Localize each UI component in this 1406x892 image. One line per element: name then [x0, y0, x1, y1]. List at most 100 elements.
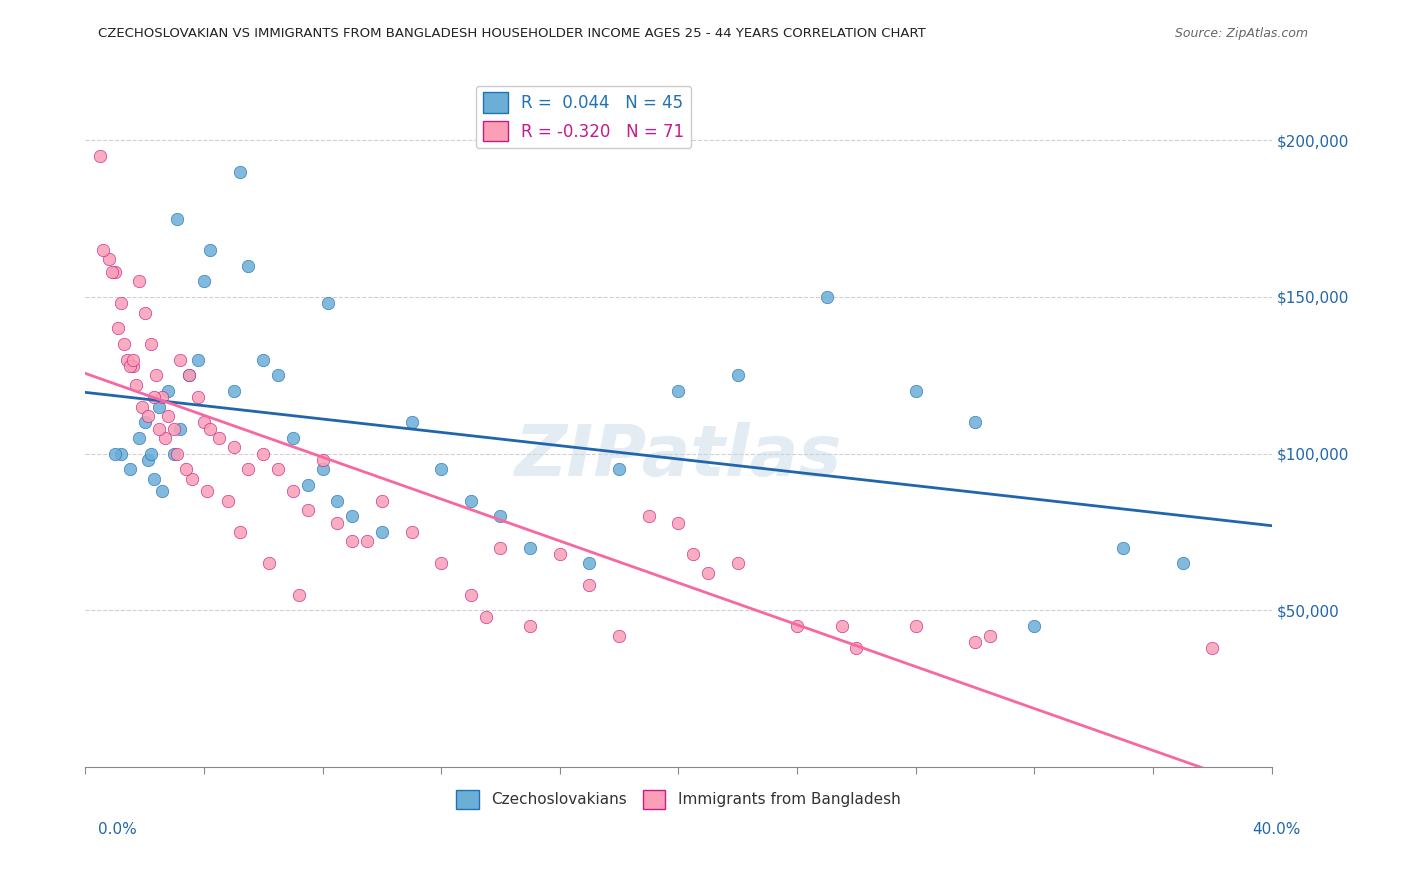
- Text: 0.0%: 0.0%: [98, 822, 138, 837]
- Czechoslovakians: [228, 164, 250, 178]
- Czechoslovakians: [157, 384, 180, 398]
- Czechoslovakians: [326, 493, 349, 508]
- Immigrants from Bangladesh: [474, 609, 496, 624]
- Immigrants from Bangladesh: [163, 422, 186, 436]
- Immigrants from Bangladesh: [904, 619, 927, 633]
- Immigrants from Bangladesh: [121, 359, 143, 373]
- Immigrants from Bangladesh: [148, 422, 170, 436]
- Immigrants from Bangladesh: [979, 629, 1001, 643]
- Immigrants from Bangladesh: [115, 352, 138, 367]
- Immigrants from Bangladesh: [208, 431, 231, 445]
- Czechoslovakians: [128, 431, 150, 445]
- Czechoslovakians: [904, 384, 927, 398]
- Text: ZIPatlas: ZIPatlas: [515, 422, 842, 491]
- Immigrants from Bangladesh: [125, 377, 148, 392]
- Czechoslovakians: [311, 462, 333, 476]
- Czechoslovakians: [134, 415, 156, 429]
- Immigrants from Bangladesh: [145, 368, 167, 383]
- Immigrants from Bangladesh: [112, 337, 135, 351]
- Immigrants from Bangladesh: [607, 629, 630, 643]
- Immigrants from Bangladesh: [786, 619, 808, 633]
- Czechoslovakians: [148, 400, 170, 414]
- Immigrants from Bangladesh: [963, 635, 986, 649]
- Czechoslovakians: [297, 478, 319, 492]
- Czechoslovakians: [136, 453, 159, 467]
- Immigrants from Bangladesh: [198, 422, 221, 436]
- Immigrants from Bangladesh: [157, 409, 180, 423]
- Immigrants from Bangladesh: [152, 390, 174, 404]
- Czechoslovakians: [222, 384, 245, 398]
- Immigrants from Bangladesh: [252, 447, 274, 461]
- Immigrants from Bangladesh: [98, 252, 121, 267]
- Immigrants from Bangladesh: [110, 296, 132, 310]
- Text: Source: ZipAtlas.com: Source: ZipAtlas.com: [1174, 27, 1308, 40]
- Czechoslovakians: [963, 415, 986, 429]
- Czechoslovakians: [519, 541, 541, 555]
- Czechoslovakians: [104, 447, 127, 461]
- Immigrants from Bangladesh: [155, 431, 177, 445]
- Immigrants from Bangladesh: [460, 588, 482, 602]
- Immigrants from Bangladesh: [134, 305, 156, 319]
- Czechoslovakians: [430, 462, 453, 476]
- Immigrants from Bangladesh: [1201, 641, 1223, 656]
- Czechoslovakians: [139, 447, 162, 461]
- Immigrants from Bangladesh: [326, 516, 349, 530]
- Immigrants from Bangladesh: [121, 352, 143, 367]
- Czechoslovakians: [163, 447, 186, 461]
- Immigrants from Bangladesh: [519, 619, 541, 633]
- Czechoslovakians: [489, 509, 512, 524]
- Text: CZECHOSLOVAKIAN VS IMMIGRANTS FROM BANGLADESH HOUSEHOLDER INCOME AGES 25 - 44 YE: CZECHOSLOVAKIAN VS IMMIGRANTS FROM BANGL…: [98, 27, 927, 40]
- Immigrants from Bangladesh: [128, 274, 150, 288]
- Immigrants from Bangladesh: [727, 557, 749, 571]
- Immigrants from Bangladesh: [697, 566, 720, 580]
- Immigrants from Bangladesh: [831, 619, 853, 633]
- Immigrants from Bangladesh: [166, 447, 188, 461]
- Immigrants from Bangladesh: [217, 493, 239, 508]
- Czechoslovakians: [668, 384, 690, 398]
- Immigrants from Bangladesh: [169, 352, 191, 367]
- Czechoslovakians: [118, 462, 141, 476]
- Immigrants from Bangladesh: [578, 578, 600, 592]
- Czechoslovakians: [142, 472, 165, 486]
- Czechoslovakians: [193, 274, 215, 288]
- Immigrants from Bangladesh: [177, 368, 200, 383]
- Czechoslovakians: [267, 368, 290, 383]
- Immigrants from Bangladesh: [101, 265, 124, 279]
- Czechoslovakians: [578, 557, 600, 571]
- Czechoslovakians: [152, 484, 174, 499]
- Czechoslovakians: [371, 525, 394, 540]
- Immigrants from Bangladesh: [548, 547, 571, 561]
- Czechoslovakians: [198, 243, 221, 257]
- Czechoslovakians: [318, 296, 340, 310]
- Czechoslovakians: [1024, 619, 1046, 633]
- Immigrants from Bangladesh: [193, 415, 215, 429]
- Immigrants from Bangladesh: [139, 337, 162, 351]
- Czechoslovakians: [281, 431, 304, 445]
- Czechoslovakians: [238, 259, 260, 273]
- Immigrants from Bangladesh: [288, 588, 311, 602]
- Immigrants from Bangladesh: [238, 462, 260, 476]
- Czechoslovakians: [342, 509, 364, 524]
- Czechoslovakians: [110, 447, 132, 461]
- Czechoslovakians: [460, 493, 482, 508]
- Czechoslovakians: [607, 462, 630, 476]
- Immigrants from Bangladesh: [371, 493, 394, 508]
- Immigrants from Bangladesh: [297, 503, 319, 517]
- Immigrants from Bangladesh: [136, 409, 159, 423]
- Immigrants from Bangladesh: [668, 516, 690, 530]
- Immigrants from Bangladesh: [195, 484, 218, 499]
- Immigrants from Bangladesh: [489, 541, 512, 555]
- Immigrants from Bangladesh: [257, 557, 280, 571]
- Immigrants from Bangladesh: [845, 641, 868, 656]
- Immigrants from Bangladesh: [267, 462, 290, 476]
- Immigrants from Bangladesh: [430, 557, 453, 571]
- Immigrants from Bangladesh: [222, 441, 245, 455]
- Immigrants from Bangladesh: [187, 390, 209, 404]
- Czechoslovakians: [1171, 557, 1194, 571]
- Immigrants from Bangladesh: [342, 534, 364, 549]
- Immigrants from Bangladesh: [104, 265, 127, 279]
- Czechoslovakians: [1112, 541, 1135, 555]
- Immigrants from Bangladesh: [401, 525, 423, 540]
- Immigrants from Bangladesh: [356, 534, 378, 549]
- Immigrants from Bangladesh: [118, 359, 141, 373]
